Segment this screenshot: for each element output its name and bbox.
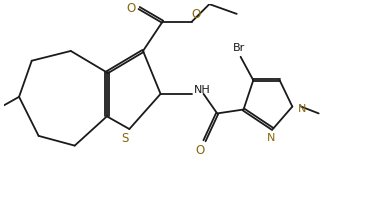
Text: S: S	[121, 132, 128, 145]
Text: NH: NH	[194, 85, 210, 95]
Text: N: N	[298, 104, 306, 114]
Text: O: O	[127, 2, 136, 15]
Text: O: O	[191, 8, 200, 21]
Text: N: N	[267, 133, 275, 143]
Text: Br: Br	[233, 43, 245, 53]
Text: O: O	[195, 144, 204, 157]
